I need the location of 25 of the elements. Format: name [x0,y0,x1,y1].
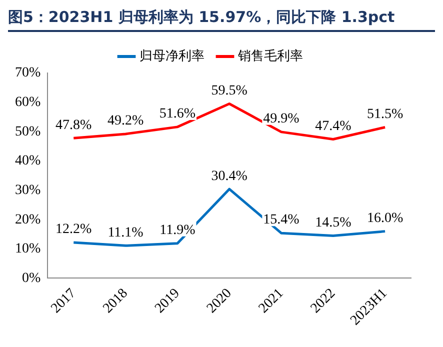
y-tick-label: 70% [14,66,41,81]
y-tick-label: 30% [14,182,41,198]
data-label: 12.2% [56,222,92,238]
data-label: 11.1% [108,225,144,240]
data-label: 59.5% [211,83,248,98]
legend-label: 归母净利率 [140,48,204,64]
y-tick-label: 40% [14,154,41,169]
data-label: 51.6% [159,106,196,122]
data-label: 15.4% [263,212,300,228]
legend-label: 销售毛利率 [237,48,303,64]
data-label: 16.0% [366,210,404,226]
y-tick-label: 50% [14,124,41,140]
y-tick-label: 60% [14,94,41,110]
data-label: 49.2% [107,114,144,129]
data-label: 51.5% [366,106,404,122]
y-tick-label: 10% [14,242,41,257]
y-tick-label: 0% [22,270,41,286]
data-label: 47.4% [315,118,352,134]
data-label: 11.9% [160,223,196,238]
data-label: 47.8% [56,118,92,133]
data-label: 30.4% [211,168,248,184]
data-label: 14.5% [315,215,352,230]
y-tick-label: 20% [14,212,41,228]
chart-title: 图5：2023H1 归母利率为 15.97%，同比下降 1.3pct [8,8,435,32]
data-label: 49.9% [263,112,300,127]
